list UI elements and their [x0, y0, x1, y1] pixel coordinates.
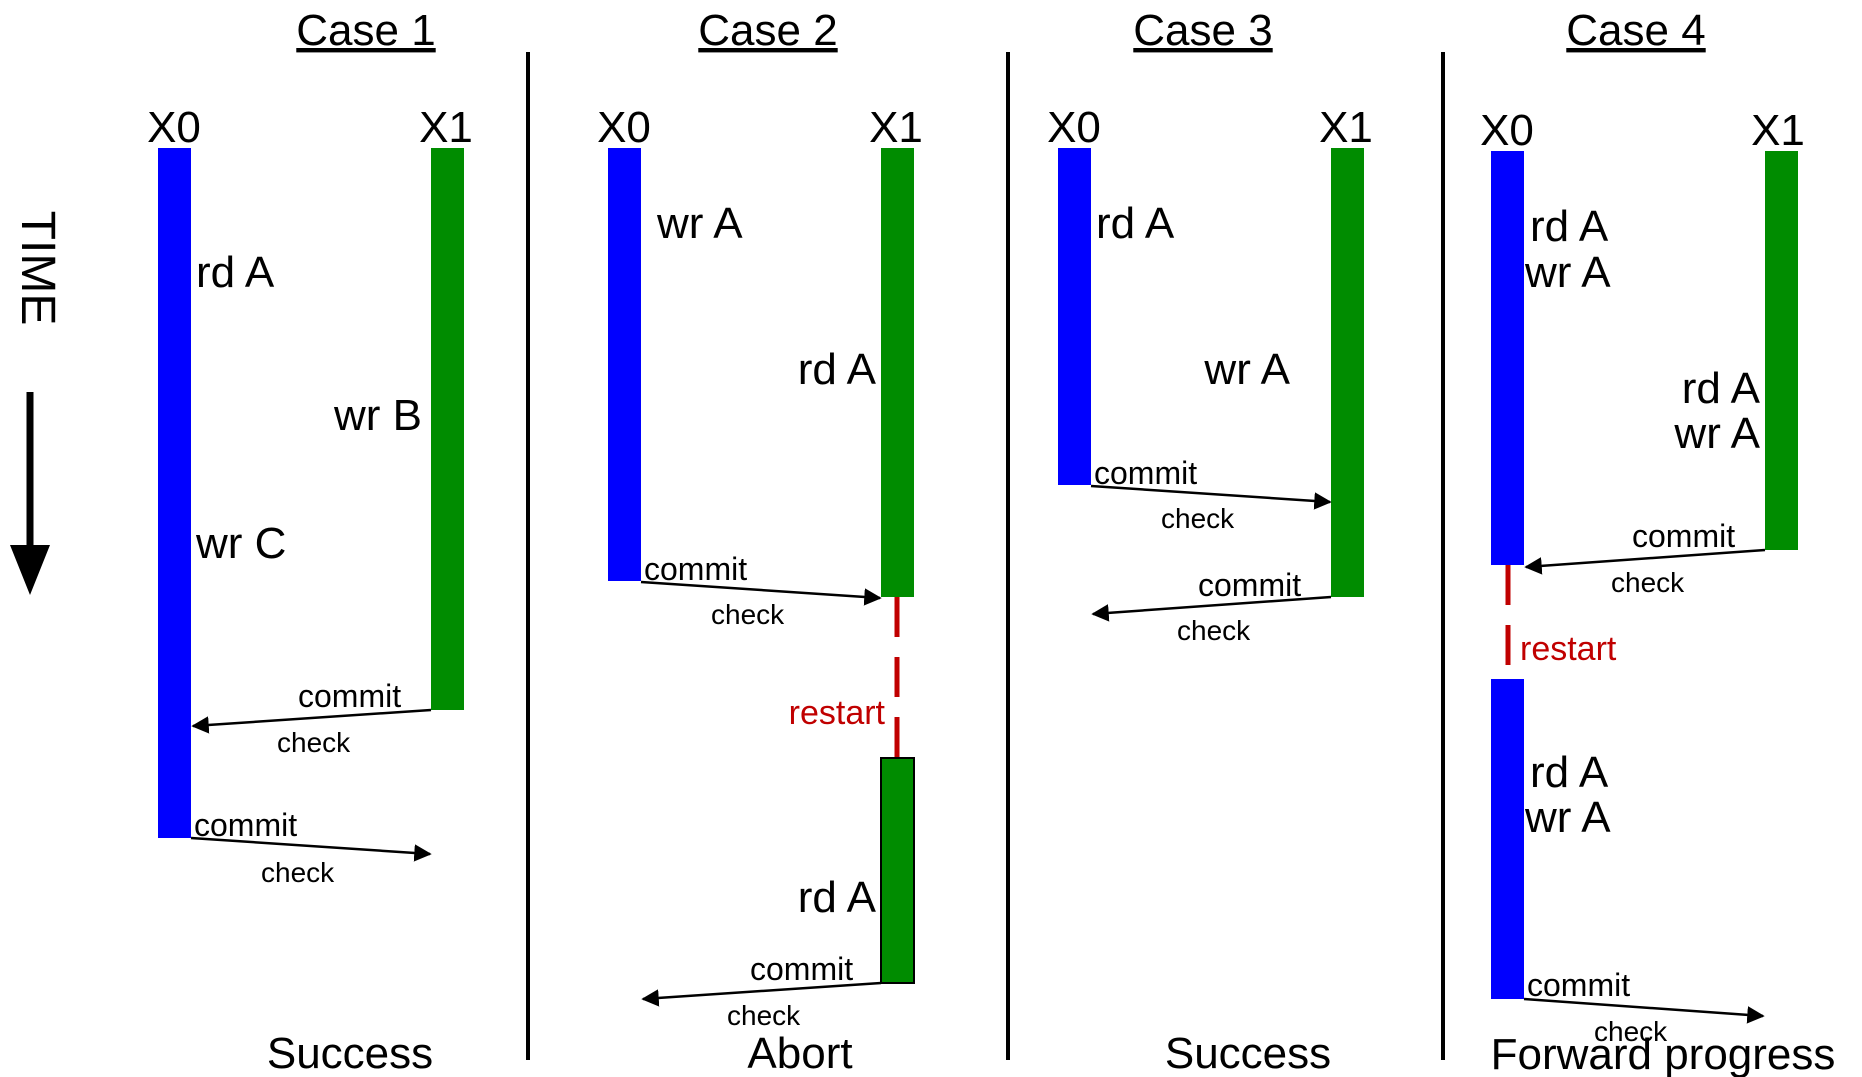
case-3-x1-bar	[1331, 148, 1364, 597]
case-4-op-rd-a-x1: rd A	[1682, 364, 1761, 413]
case-4-op-rd-a: rd A	[1530, 202, 1609, 251]
case-2-op-rd-a: rd A	[798, 345, 877, 394]
case-2-x1-label: X1	[869, 103, 923, 152]
case-3-op-rd-a: rd A	[1096, 199, 1175, 248]
case-4-restart-label: restart	[1520, 630, 1617, 668]
case-1-commit-label: commit	[298, 678, 401, 714]
case-1-x1-label: X1	[419, 103, 473, 152]
case-1-x0-label: X0	[147, 103, 201, 152]
case-2-x1-restarted-bar	[880, 757, 915, 984]
case-3-check-arrow-2	[1091, 595, 1332, 622]
case-1-check-label: check	[277, 727, 351, 758]
case-2-title: Case 2	[698, 6, 837, 55]
case-2-restart-label: restart	[789, 694, 886, 732]
case-1-check-label-2: check	[261, 857, 335, 888]
case-2-check-label: check	[711, 599, 785, 630]
case-2-x0-bar	[608, 148, 641, 581]
case-4-x0-label: X0	[1480, 106, 1534, 155]
case-4: Case 4 X0 X1 rd A wr A rd A wr A commit …	[1480, 6, 1835, 1077]
case-4-check-label: check	[1611, 567, 1685, 598]
case-1-op-wr-b: wr B	[333, 391, 422, 440]
case-3-op-wr-a: wr A	[1203, 345, 1290, 394]
case-4-x1-label: X1	[1751, 106, 1805, 155]
time-axis-label: TIME	[11, 211, 64, 326]
case-1-x0-bar	[158, 148, 191, 838]
case-3-x0-label: X0	[1047, 103, 1101, 152]
case-1-op-wr-c: wr C	[195, 519, 286, 568]
case-4-commit-label: commit	[1632, 518, 1735, 554]
case-2-op-rd-a-2: rd A	[798, 873, 877, 922]
case-2-outcome: Abort	[747, 1029, 852, 1077]
case-3-check-label: check	[1161, 503, 1235, 534]
case-4-x1-bar	[1765, 151, 1798, 550]
case-3-check-label-2: check	[1177, 615, 1251, 646]
case-4-commit-label-2: commit	[1527, 967, 1630, 1003]
case-2: Case 2 X0 X1 wr A rd A commit check rest…	[597, 6, 923, 1077]
case-3-outcome: Success	[1165, 1029, 1331, 1077]
case-2-commit-label: commit	[644, 551, 747, 587]
case-4-op-wr-a-2: wr A	[1524, 793, 1611, 842]
case-4-x0-bar	[1491, 151, 1524, 565]
case-3-x1-label: X1	[1319, 103, 1373, 152]
case-2-op-wr-a: wr A	[656, 199, 743, 248]
case-1-check-arrow	[191, 708, 432, 734]
case-2-x1-bar	[881, 148, 914, 597]
case-3-commit-label-2: commit	[1198, 567, 1301, 603]
case-4-title: Case 4	[1566, 6, 1705, 55]
case-3: Case 3 X0 X1 rd A wr A commit check comm…	[1047, 6, 1373, 1077]
case-1-title: Case 1	[296, 6, 435, 55]
case-4-op-rd-a-2: rd A	[1530, 748, 1609, 797]
case-4-op-wr-a-x1: wr A	[1673, 409, 1760, 458]
case-1: Case 1 X0 X1 rd A wr B wr C commit check…	[147, 6, 473, 1077]
case-2-check-arrow	[640, 580, 882, 606]
case-4-outcome: Forward progress	[1491, 1030, 1836, 1077]
case-3-check-arrow	[1090, 484, 1332, 510]
case-1-check-arrow-2	[190, 836, 432, 862]
case-2-check-label-2: check	[727, 1000, 801, 1031]
case-4-check-arrow-2	[1523, 997, 1765, 1024]
case-3-title: Case 3	[1133, 6, 1272, 55]
case-1-op-rd-a: rd A	[196, 248, 275, 297]
case-2-commit-label-2: commit	[750, 951, 853, 987]
case-1-outcome: Success	[267, 1029, 433, 1077]
case-3-x0-bar	[1058, 148, 1091, 485]
case-1-x1-bar	[431, 148, 464, 710]
case-4-check-arrow	[1524, 548, 1766, 575]
case-2-check-arrow-2	[641, 981, 882, 1007]
case-4-check-label-2: check	[1594, 1016, 1668, 1047]
case-3-commit-label: commit	[1094, 455, 1197, 491]
case-4-x0-restarted-bar	[1491, 679, 1524, 999]
time-axis-arrowhead	[10, 545, 50, 595]
case-1-commit-label-2: commit	[194, 807, 297, 843]
case-2-x0-label: X0	[597, 103, 651, 152]
case-4-op-wr-a: wr A	[1524, 248, 1611, 297]
